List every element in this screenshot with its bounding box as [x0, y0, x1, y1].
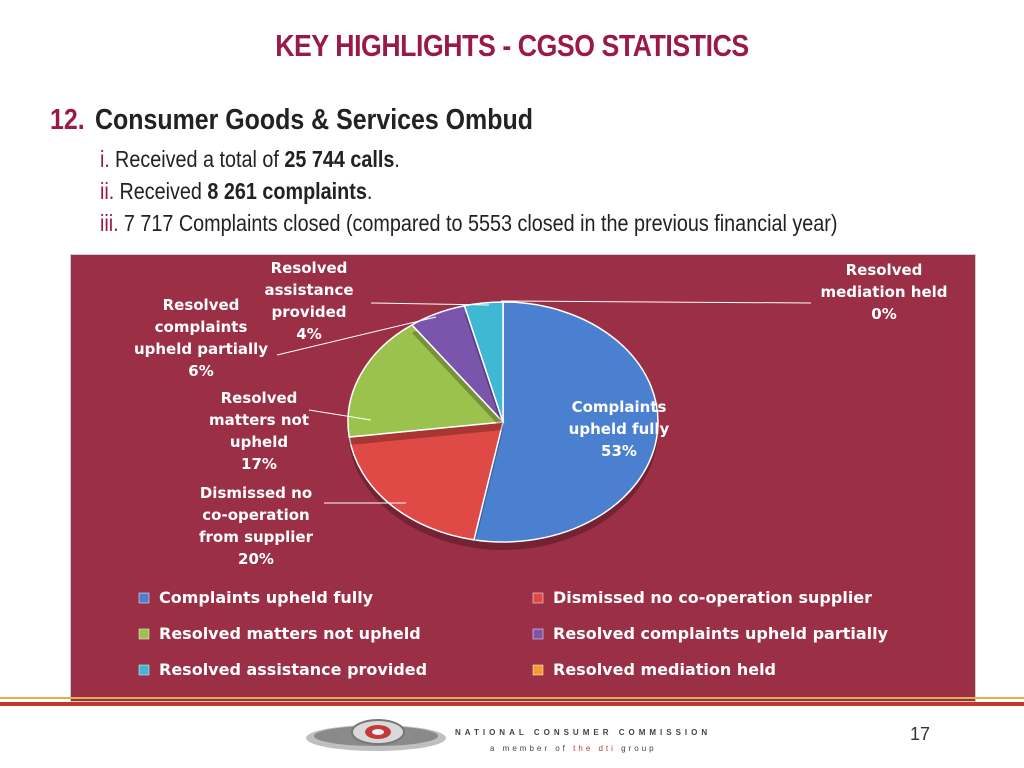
page-number: 17: [910, 724, 931, 744]
bullet-marker: ii.: [100, 178, 115, 204]
slice-data-label: Resolved mediation held 0%: [820, 261, 947, 323]
bullet-item-3: iii. 7 717 Complaints closed (compared to…: [100, 210, 837, 237]
legend-entry: Complaints upheld fully: [159, 588, 374, 607]
legend-entry: Resolved assistance provided: [159, 660, 427, 679]
legend-entry: Resolved matters not upheld: [159, 624, 421, 643]
legend-entry: Resolved complaints upheld partially: [553, 624, 889, 643]
slice-data-label: Resolved assistance provided 4%: [264, 259, 353, 343]
leader-line: [308, 409, 372, 421]
tagline-pre: a member of: [490, 744, 574, 753]
legend-entry: Dismissed no co-operation supplier: [553, 588, 872, 607]
bullet-item-1: i. Received a total of 25 744 calls.: [100, 146, 400, 173]
section-heading: 12. Consumer Goods & Services Ombud: [50, 104, 533, 137]
legend-swatch: [532, 664, 544, 676]
ncc-logo: [306, 719, 446, 751]
bullet-text: 7 717 Complaints closed (compared to 555…: [123, 210, 838, 236]
pie-slice: [348, 421, 504, 541]
bullet-marker: i.: [100, 146, 110, 172]
bullet-bold: 8 261 complaints: [207, 178, 367, 204]
bullet-text: Received a total of: [115, 146, 285, 172]
bullet-text-end: .: [394, 146, 400, 172]
slice-data-label: Complaints upheld fully 53%: [569, 398, 670, 460]
footer-org-name: NATIONAL CONSUMER COMMISSION: [455, 728, 712, 737]
section-heading-text: Consumer Goods & Services Ombud: [95, 104, 533, 136]
pie-slice: [347, 323, 505, 438]
legend-entry: Resolved mediation held: [553, 660, 776, 679]
slice-data-label: Resolved matters not upheld 17%: [209, 389, 309, 473]
tagline-highlight: the dti: [573, 744, 616, 753]
legend-swatch: [138, 664, 150, 676]
legend-swatch: [138, 592, 150, 604]
bullet-item-2: ii. Received 8 261 complaints.: [100, 178, 372, 205]
pie-chart-panel: Complaints upheld fully 53% Dismissed no co-…: [70, 254, 976, 702]
section-number: 12.: [50, 104, 85, 136]
pie-chart: Complaints upheld fully 53% Dismissed no co-…: [134, 259, 948, 679]
pie-slice: [463, 301, 504, 423]
bullet-text-end: .: [366, 178, 373, 204]
bullet-text: Received: [119, 178, 208, 204]
legend-swatch: [532, 628, 544, 640]
footer-tagline: a member of the dti group: [490, 744, 657, 753]
bullet-marker: iii.: [100, 210, 119, 236]
footer-gold-rule: [0, 697, 1024, 699]
slice-data-label: Resolved complaints upheld partially 6%: [134, 296, 268, 380]
footer: [0, 706, 1024, 768]
legend-swatch: [138, 628, 150, 640]
bullet-bold: 25 744 calls: [284, 146, 395, 172]
leader-line: [370, 302, 490, 306]
slice-data-label: Dismissed no co-operation from supplier 20%: [199, 484, 314, 568]
slide-title: KEY HIGHLIGHTS - CGSO STATISTICS: [275, 28, 749, 63]
footer-red-rule: [0, 702, 1024, 706]
legend-swatch: [532, 592, 544, 604]
pie-slice: [473, 301, 659, 543]
leader-line: [500, 300, 812, 304]
tagline-post: group: [615, 744, 657, 753]
leader-line: [276, 316, 437, 356]
